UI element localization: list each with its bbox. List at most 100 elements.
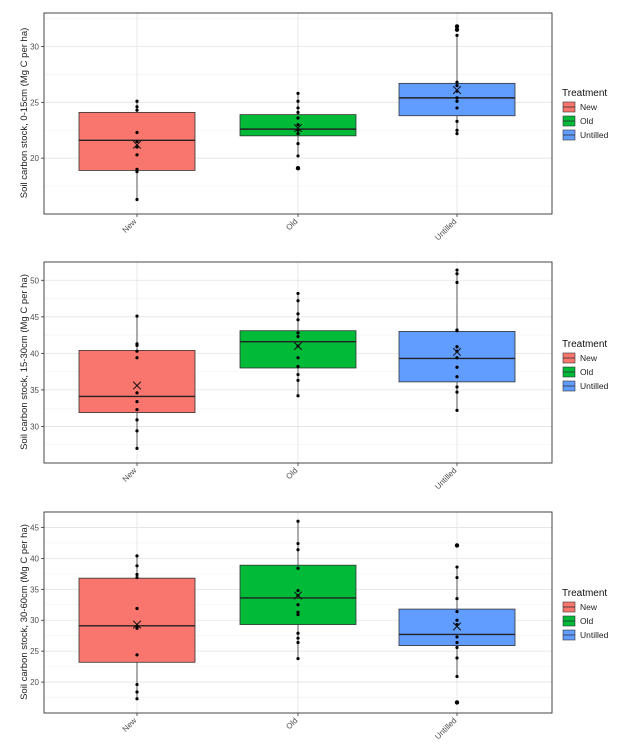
mean-marker-stroke xyxy=(293,123,303,133)
boxplot-panel-2: 30 35 40 45 50 New Old Untilled Soil carbon stoc… xyxy=(19,261,609,491)
data-point xyxy=(296,631,300,635)
data-point xyxy=(455,119,459,123)
y-axis-title: Soil carbon stock, 0-15cm (Mg C per ha) xyxy=(19,28,30,199)
legend-label: New xyxy=(580,602,598,612)
data-point xyxy=(296,636,300,640)
data-point xyxy=(135,575,139,580)
data-point xyxy=(296,334,300,339)
data-point xyxy=(455,385,459,389)
legend-title: Treatment xyxy=(562,588,607,599)
data-point xyxy=(455,96,459,100)
data-point xyxy=(296,116,300,120)
data-point xyxy=(296,91,300,95)
data-point xyxy=(135,564,139,568)
mean-marker-stroke xyxy=(293,591,303,600)
legend-label: Untilled xyxy=(580,381,609,391)
data-point xyxy=(135,139,139,144)
data-point xyxy=(135,446,139,450)
legend-entry-untilled: Untilled xyxy=(562,380,609,392)
data-point xyxy=(135,99,139,103)
data-point xyxy=(296,132,300,136)
data-point xyxy=(455,106,459,110)
data-point xyxy=(296,519,300,523)
data-point xyxy=(135,682,139,687)
y-tick-label: 45 xyxy=(30,313,39,322)
data-point xyxy=(135,408,139,412)
data-point xyxy=(455,565,459,569)
legend: Treatment New Old Untilled xyxy=(562,339,609,392)
mean-marker-stroke xyxy=(132,140,142,149)
data-point xyxy=(296,378,300,383)
y-tick-label: 30 xyxy=(30,43,39,52)
legend-label: Untilled xyxy=(580,130,609,140)
data-point xyxy=(296,318,300,322)
data-point xyxy=(296,142,300,146)
legend-label: Old xyxy=(580,616,594,626)
y-axis-title: Soil carbon stock, 15-30cm (Mg C per ha) xyxy=(19,274,30,450)
y-tick-label: 30 xyxy=(30,422,39,431)
legend: Treatment New Old Untilled xyxy=(562,88,609,141)
mean-marker xyxy=(293,591,303,600)
legend-entry-old: Old xyxy=(562,366,594,378)
outlier-point xyxy=(295,166,301,171)
mean-marker-stroke xyxy=(293,341,303,351)
data-point xyxy=(135,429,139,433)
box-iqr xyxy=(78,577,196,663)
data-point xyxy=(455,609,459,614)
data-point xyxy=(135,197,139,202)
outlier-point xyxy=(454,24,460,29)
y-tick-label: 25 xyxy=(30,98,39,107)
data-point xyxy=(455,645,459,650)
x-tick-label: New xyxy=(121,217,139,235)
data-point xyxy=(296,312,300,316)
data-point xyxy=(455,83,459,88)
data-point xyxy=(455,328,459,332)
legend-entry-new: New xyxy=(562,101,598,113)
x-tick-label: Old xyxy=(284,716,299,731)
data-point xyxy=(296,356,300,360)
data-point xyxy=(455,618,459,622)
box-new xyxy=(78,314,196,450)
data-point xyxy=(296,640,300,645)
data-point xyxy=(296,123,300,127)
box-iqr xyxy=(398,82,516,117)
data-point xyxy=(455,280,459,285)
legend-title: Treatment xyxy=(562,88,607,99)
legend: Treatment New Old Untilled xyxy=(562,588,609,641)
data-point xyxy=(455,635,459,639)
mean-marker xyxy=(452,85,462,95)
outlier-point xyxy=(454,543,460,548)
mean-marker xyxy=(132,381,142,390)
data-point xyxy=(135,653,139,657)
box-iqr xyxy=(398,608,516,646)
data-point xyxy=(296,110,300,114)
x-tick-label: New xyxy=(121,466,139,484)
x-tick-label: Untilled xyxy=(433,466,458,491)
legend-label: Untilled xyxy=(580,630,609,640)
data-point xyxy=(135,105,139,109)
y-tick-label: 40 xyxy=(30,349,39,358)
mean-marker-stroke xyxy=(452,347,462,357)
box-untilled xyxy=(398,24,516,136)
x-tick-label: Old xyxy=(284,217,299,232)
data-point xyxy=(455,390,459,394)
data-point xyxy=(455,656,459,660)
data-point xyxy=(296,588,300,593)
data-point xyxy=(296,566,300,570)
y-tick-label: 35 xyxy=(30,585,39,594)
data-point xyxy=(135,349,139,353)
data-point xyxy=(455,365,459,369)
legend-entry-untilled: Untilled xyxy=(562,629,609,641)
box-old xyxy=(239,291,357,398)
legend-label: Old xyxy=(580,367,594,377)
y-tick-label: 20 xyxy=(30,154,39,163)
data-point xyxy=(455,596,459,601)
data-point xyxy=(135,572,139,577)
boxplot-panel-1: 20 25 30 New Old Untilled Soil carbon stock, 0… xyxy=(19,12,609,242)
data-point xyxy=(455,268,459,272)
mean-marker-stroke xyxy=(452,622,462,631)
data-point xyxy=(296,291,300,296)
box-new xyxy=(78,554,196,701)
data-point xyxy=(296,656,300,661)
